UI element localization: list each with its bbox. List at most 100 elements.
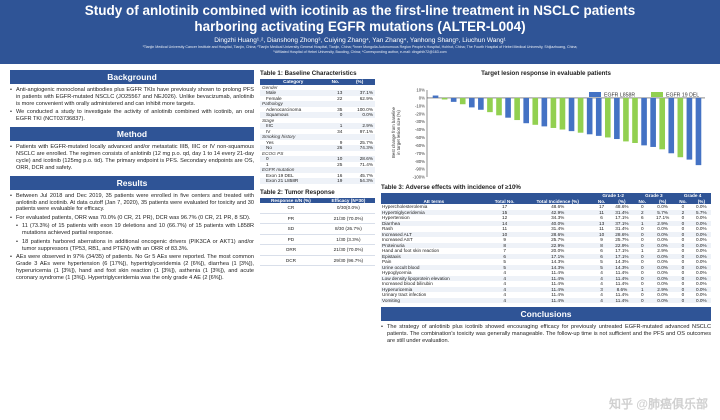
table-cell: 0 xyxy=(681,270,685,275)
table-cell: 0 xyxy=(326,112,345,118)
table-cell: 0 xyxy=(633,242,652,248)
table-cell: 1 xyxy=(640,248,644,253)
table-cell: 0.0% xyxy=(657,259,668,264)
table-header-cell: (%) xyxy=(610,198,634,204)
table-cell: Urine occult blood xyxy=(381,264,487,270)
table-group-label: Smoking history xyxy=(260,134,375,140)
table-cell: 0.0% xyxy=(691,242,711,248)
table-cell: 14.3% xyxy=(551,259,565,264)
table-cell: 2.9% xyxy=(651,220,675,226)
table-cell: 25 xyxy=(337,161,343,167)
waterfall-bar xyxy=(650,97,656,147)
table-cell: 9 xyxy=(600,237,603,242)
table-cell: 4 xyxy=(600,270,603,275)
table-cell: 1 xyxy=(633,220,652,226)
table-cell: 0 xyxy=(674,264,692,270)
table-group-header: Grade 4 xyxy=(674,193,711,199)
table-cell: 6 xyxy=(600,248,603,253)
table-row: Smoking history xyxy=(260,134,375,140)
watermark: 知乎 @肺癌俱乐部 xyxy=(608,397,708,411)
table-row: Rash 11 31.4% 11 31.4% 0 0.0% 0 0.0% xyxy=(381,226,711,232)
table-cell: 4 xyxy=(592,275,611,281)
y-tick-label: -80% xyxy=(415,159,425,164)
table-cell: Hyperuricemia xyxy=(381,286,487,292)
waterfall-bar xyxy=(659,97,666,150)
table-header-cell: Efficacy (N=30) xyxy=(321,197,375,203)
table-group-header: Grade 3 xyxy=(633,193,675,199)
poster-header: Study of anlotinib combined with icotini… xyxy=(0,0,720,64)
table-cell: 74.3% xyxy=(344,145,375,151)
table-cell: Exon 19 DEL xyxy=(266,172,294,178)
table-group-header: Grade 1-2 xyxy=(592,193,634,199)
table-header-cell: Total No. xyxy=(486,198,523,204)
table-cell: 0 xyxy=(681,248,685,253)
table-row: ECOG PS xyxy=(260,151,375,157)
table-header-cell: No. xyxy=(326,79,345,85)
table-cell: 0.0% xyxy=(651,297,675,303)
y-tick-label: -40% xyxy=(415,127,425,132)
y-tick-label: -20% xyxy=(415,111,425,116)
table-cell: 42.9% xyxy=(522,209,593,215)
table-cell: Epistaxis xyxy=(381,253,487,259)
table-cell: 35 xyxy=(337,106,343,112)
legend-swatch xyxy=(651,92,663,97)
table-cell: 21/30 (70.0%) xyxy=(321,213,375,224)
table-cell: 1 xyxy=(326,123,345,129)
table1-title: Table 1: Baseline Characteristics xyxy=(260,70,357,77)
table-header-cell: No. xyxy=(592,198,611,204)
legend-label: EGFR L858R xyxy=(604,93,635,99)
table-row: Stage xyxy=(260,118,375,124)
table-cell: 14 xyxy=(486,220,523,226)
table-cell: 11 xyxy=(599,226,605,231)
conclusions-heading: Conclusions xyxy=(381,307,711,321)
waterfall-bar xyxy=(641,97,647,146)
table-cell: 10 xyxy=(592,231,611,237)
waterfall-bar xyxy=(523,97,530,124)
table-group-label: Pathology xyxy=(260,101,375,107)
table-cell: 3 xyxy=(592,286,611,292)
table-row: Hyperuricemia 4 11.4% 3 8.6% 1 2.9% 0 0.0% xyxy=(381,286,711,292)
table-cell: 11.4% xyxy=(551,292,565,297)
table-cell: 11 xyxy=(502,226,508,231)
table-cell: 2 xyxy=(674,209,692,215)
table-cell: 31.4% xyxy=(610,209,634,215)
legend-label: EGFR 19 DEL xyxy=(666,93,699,99)
table-cell: 1/30 (3.3%) xyxy=(321,234,375,245)
table-cell: 0 xyxy=(640,292,644,297)
table-cell: 6 xyxy=(486,253,523,259)
table-cell: 17.1% xyxy=(655,215,670,220)
bullet-item: AEs were observed in 97% (34/35) of pati… xyxy=(10,254,254,282)
table-cell: 2.9% xyxy=(657,248,668,253)
table-cell: 0 xyxy=(674,253,692,259)
table-cell: 17.1% xyxy=(610,253,634,259)
table-cell: 0 xyxy=(681,292,685,297)
table-cell: 14.3% xyxy=(610,264,634,270)
bullet-item: Between Jul 2018 and Dec 2019, 35 patien… xyxy=(10,193,254,214)
table-row: Proteinuria 8 22.9% 8 22.9% 0 0.0% 0 0.0% xyxy=(381,242,711,248)
table-cell: 4 xyxy=(592,297,611,303)
table-cell: 2 xyxy=(633,209,652,215)
table-cell: 0.0% xyxy=(696,281,707,286)
waterfall-chart-svg: 10% 0% -10% -20% -30% -40% -50% -60% -70% -80% -90… xyxy=(391,88,705,180)
table-header-cell: Response n/N (%) xyxy=(260,197,322,203)
table-row: Gender xyxy=(260,85,375,91)
waterfall-bar xyxy=(686,97,693,160)
waterfall-bar xyxy=(487,97,493,113)
table-row: No 26 74.3% xyxy=(260,145,375,151)
table-row: ORR 21/30 (70.0%) xyxy=(260,244,375,256)
table-cell: Male xyxy=(260,90,327,96)
table-cell: 0.0% xyxy=(651,275,675,281)
table-cell: 0 xyxy=(674,286,692,292)
y-tick-label: -90% xyxy=(415,167,425,172)
table-cell: 6 xyxy=(640,215,644,220)
ae-table-section: Table 3: Adverse effects with incidence … xyxy=(381,184,711,346)
table-cell: PD xyxy=(260,234,322,245)
table-row: Adenocarcinoma 35 100.0% xyxy=(260,107,375,113)
table-row: PD 1/30 (3.3%) xyxy=(260,234,375,245)
waterfall-bar xyxy=(441,97,448,100)
table-cell: 5 xyxy=(503,259,506,264)
table-cell: 0 xyxy=(640,270,644,275)
table-row: Pathology xyxy=(260,101,375,107)
table-cell: 0 xyxy=(681,215,685,220)
table-cell: 34 xyxy=(337,128,343,134)
